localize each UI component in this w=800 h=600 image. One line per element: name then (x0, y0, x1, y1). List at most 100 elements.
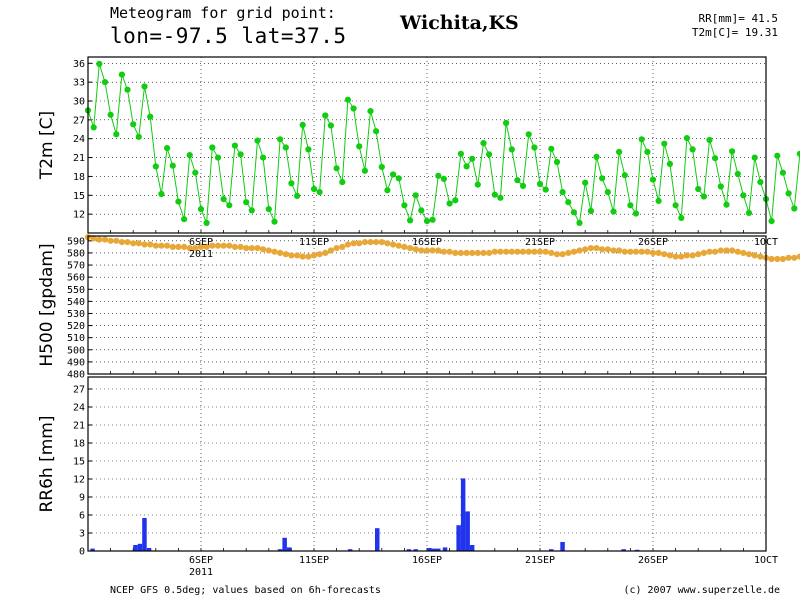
data-point (254, 137, 261, 144)
x-tick-label: 21SEP (525, 555, 555, 566)
data-point (248, 245, 255, 252)
data-point (350, 105, 357, 112)
precip-bar (142, 518, 147, 551)
y-tick-label: 12 (73, 475, 85, 486)
data-point (294, 252, 301, 259)
data-point (474, 249, 481, 256)
data-point (141, 241, 148, 248)
data-point (186, 245, 193, 252)
data-point (553, 158, 561, 166)
y-tick-label: 24 (73, 134, 85, 145)
data-point (712, 155, 719, 162)
data-point (361, 167, 368, 174)
data-point (779, 255, 787, 263)
data-point (491, 248, 498, 255)
data-point (135, 240, 142, 247)
precip-bar (456, 525, 461, 551)
data-point (576, 247, 583, 254)
data-point (751, 154, 758, 161)
data-point (209, 144, 216, 151)
data-point (197, 206, 205, 213)
data-point (621, 172, 628, 179)
data-point (316, 189, 323, 196)
data-point (666, 160, 674, 167)
data-point (700, 249, 708, 256)
precip-bar (347, 549, 353, 551)
y-tick-label: 15 (73, 191, 85, 202)
data-point (333, 245, 340, 252)
data-point (152, 242, 159, 249)
data-point (175, 243, 182, 250)
data-point (503, 119, 510, 127)
precip-bar (90, 548, 95, 551)
data-point (486, 151, 493, 158)
precip-bar (442, 547, 448, 551)
data-point (779, 169, 787, 176)
data-point (107, 111, 114, 118)
data-point (791, 205, 798, 212)
data-point (113, 237, 120, 244)
data-point (712, 248, 719, 255)
y-tick-label: 490 (67, 357, 85, 368)
data-point (503, 248, 510, 255)
data-point (130, 121, 137, 128)
precip-bar (146, 548, 152, 551)
data-point (440, 248, 447, 255)
data-point (407, 217, 414, 224)
data-point (395, 242, 402, 249)
data-point (333, 165, 340, 172)
data-point (632, 210, 640, 217)
y-tick-label: 3 (79, 529, 85, 540)
data-point (118, 239, 125, 246)
data-point (610, 247, 617, 254)
precip-bar (277, 549, 283, 551)
y-tick-label: 27 (73, 115, 85, 126)
data-point (734, 170, 741, 177)
data-point (542, 248, 549, 255)
x-tick-label: 16SEP (412, 237, 442, 248)
data-point (96, 60, 103, 67)
data-point (158, 190, 165, 198)
data-point (683, 252, 691, 259)
data-point (599, 246, 606, 253)
data-point (757, 253, 764, 260)
data-point (559, 189, 566, 196)
data-point (90, 124, 97, 131)
data-point (570, 248, 578, 255)
data-point (181, 216, 188, 223)
data-point (260, 154, 267, 161)
data-point (164, 145, 171, 152)
y-tick-label: 27 (73, 385, 85, 396)
y-tick-label: 0 (79, 547, 85, 558)
data-point (582, 179, 589, 186)
data-point (745, 251, 753, 258)
data-point (220, 196, 227, 203)
data-point (243, 199, 250, 206)
data-point (310, 185, 318, 193)
data-point (237, 151, 244, 158)
data-point (367, 108, 374, 115)
data-point (610, 208, 617, 215)
data-point (689, 146, 696, 153)
x-tick-label: 11SEP (299, 237, 329, 248)
data-point (254, 245, 261, 252)
data-point (565, 249, 572, 256)
data-point (774, 152, 781, 159)
data-point (576, 219, 583, 226)
data-point (130, 240, 137, 247)
data-point (299, 121, 306, 128)
data-point (265, 206, 272, 213)
data-point (305, 253, 312, 260)
y-tick-label: 21 (73, 153, 85, 164)
y-tick-label: 12 (73, 210, 85, 221)
data-point (796, 253, 800, 260)
data-point (536, 248, 544, 255)
data-point (231, 142, 238, 149)
data-point (401, 243, 408, 250)
data-point (536, 180, 544, 188)
data-point (101, 236, 109, 243)
data-point (616, 247, 623, 254)
data-point (299, 253, 306, 260)
data-source-note: NCEP GFS 0.5deg; values based on 6h-fore… (110, 585, 381, 596)
